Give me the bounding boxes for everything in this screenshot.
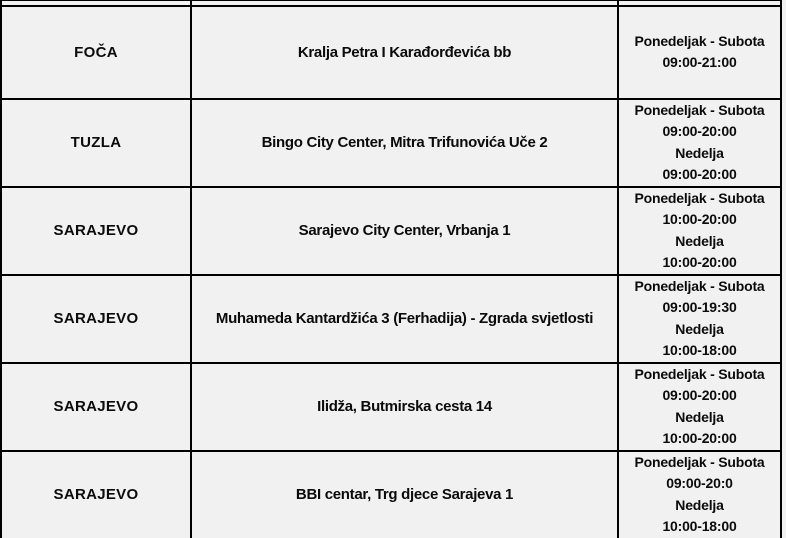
hours-cell <box>617 0 782 7</box>
city-cell: TUZLA <box>0 97 192 188</box>
table-row: SARAJEVO Sarajevo City Center, Vrbanja 1… <box>0 185 782 276</box>
city-cell: SARAJEVO <box>0 449 192 538</box>
table-row: FOČA Kralja Petra I Karađorđevića bb Pon… <box>0 4 782 100</box>
hours-cell: Ponedeljak - Subota 09:00-21:00 <box>617 4 782 100</box>
address-cell: BBI centar, Trg djece Sarajeva 1 <box>190 449 619 538</box>
hours-cell: Ponedeljak - Subota 10:00-20:00 Nedelja … <box>617 185 782 276</box>
address-cell <box>190 0 619 7</box>
hours-cell: Ponedeljak - Subota 09:00-19:30 Nedelja … <box>617 273 782 364</box>
address-cell: Ilidža, Butmirska cesta 14 <box>190 361 619 452</box>
hours-cell: Ponedeljak - Subota 09:00-20:00 Nedelja … <box>617 361 782 452</box>
address-cell: Sarajevo City Center, Vrbanja 1 <box>190 185 619 276</box>
hours-cell: Ponedeljak - Subota 09:00-20:0 Nedelja 1… <box>617 449 782 538</box>
city-cell: SARAJEVO <box>0 273 192 364</box>
table-row: SARAJEVO BBI centar, Trg djece Sarajeva … <box>0 449 782 538</box>
table-row: SARAJEVO Ilidža, Butmirska cesta 14 Pone… <box>0 361 782 452</box>
table-row: SARAJEVO Muhameda Kantardžića 3 (Ferhadi… <box>0 273 782 364</box>
address-cell: Muhameda Kantardžića 3 (Ferhadija) - Zgr… <box>190 273 619 364</box>
hours-cell: Ponedeljak - Subota 09:00-20:00 Nedelja … <box>617 97 782 188</box>
city-cell: SARAJEVO <box>0 185 192 276</box>
address-cell: Kralja Petra I Karađorđevića bb <box>190 4 619 100</box>
table-row-partial-top <box>0 0 782 7</box>
city-cell: FOČA <box>0 4 192 100</box>
city-cell: SARAJEVO <box>0 361 192 452</box>
city-cell <box>0 0 192 7</box>
table-row: TUZLA Bingo City Center, Mitra Trifunovi… <box>0 97 782 188</box>
address-cell: Bingo City Center, Mitra Trifunovića Uče… <box>190 97 619 188</box>
